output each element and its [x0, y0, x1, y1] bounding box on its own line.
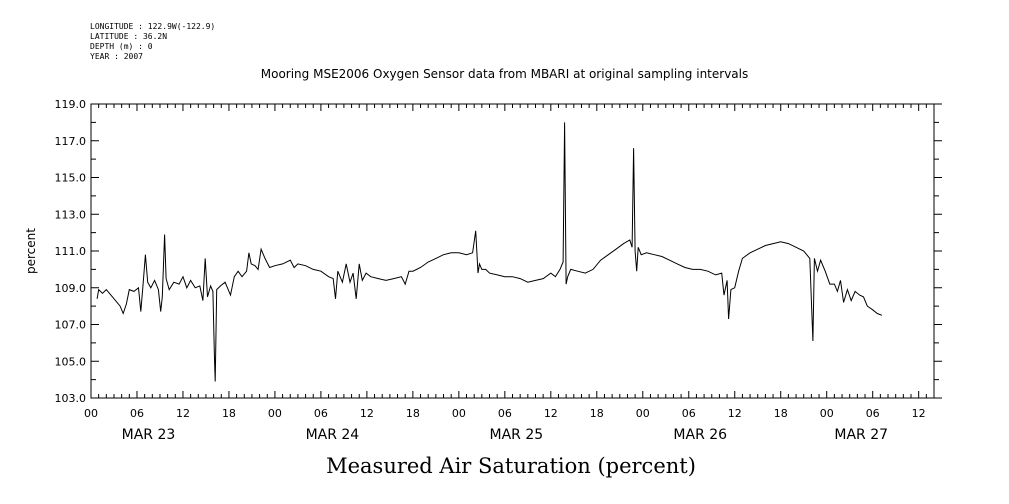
- x-tick-label: 00: [268, 407, 282, 420]
- x-tick-label: 18: [222, 407, 236, 420]
- x-tick-label: 18: [406, 407, 420, 420]
- x-tick-label: 06: [682, 407, 696, 420]
- x-tick-label: 00: [84, 407, 98, 420]
- plot-frame: [90, 103, 935, 399]
- x-axis-label: Measured Air Saturation (percent): [326, 454, 696, 478]
- x-date-label: MAR 25: [490, 427, 544, 443]
- y-tick-label: 109.0: [55, 282, 87, 295]
- series-line: [96, 122, 883, 382]
- x-tick-label: 06: [314, 407, 328, 420]
- x-tick-label: 12: [912, 407, 926, 420]
- y-tick-label: 117.0: [55, 135, 87, 148]
- x-date-label: MAR 24: [306, 427, 360, 443]
- y-tick-label: 111.0: [55, 245, 87, 258]
- y-tick-label: 103.0: [55, 392, 87, 405]
- y-tick-label: 115.0: [55, 172, 87, 185]
- x-tick-label: 06: [866, 407, 880, 420]
- y-tick-label: 119.0: [55, 98, 87, 111]
- chart-title: Mooring MSE2006 Oxygen Sensor data from …: [260, 67, 749, 81]
- meta-depth: DEPTH (m) : 0: [90, 42, 153, 51]
- x-tick-label: 00: [820, 407, 834, 420]
- y-axis-label: percent: [24, 228, 38, 274]
- meta-year: YEAR : 2007: [90, 52, 143, 61]
- x-date-label: MAR 27: [834, 427, 888, 443]
- y-tick-label: 113.0: [55, 208, 87, 221]
- x-tick-label: 06: [498, 407, 512, 420]
- meta-latitude: LATITUDE : 36.2N: [90, 32, 168, 41]
- x-date-label: MAR 23: [122, 427, 176, 443]
- metadata-block: LONGITUDE : 122.9W(-122.9) LATITUDE : 36…: [90, 22, 215, 62]
- x-tick-label: 12: [176, 407, 190, 420]
- x-tick-label: 00: [636, 407, 650, 420]
- y-tick-label: 107.0: [55, 319, 87, 332]
- x-tick-label: 00: [452, 407, 466, 420]
- x-date-label: MAR 26: [673, 427, 727, 443]
- x-tick-label: 06: [130, 407, 144, 420]
- x-tick-label: 18: [590, 407, 604, 420]
- x-tick-label: 18: [774, 407, 788, 420]
- x-tick-label: 12: [360, 407, 374, 420]
- y-tick-label: 105.0: [55, 355, 87, 368]
- meta-longitude: LONGITUDE : 122.9W(-122.9): [90, 22, 216, 31]
- x-tick-label: 12: [728, 407, 742, 420]
- x-tick-label: 12: [544, 407, 558, 420]
